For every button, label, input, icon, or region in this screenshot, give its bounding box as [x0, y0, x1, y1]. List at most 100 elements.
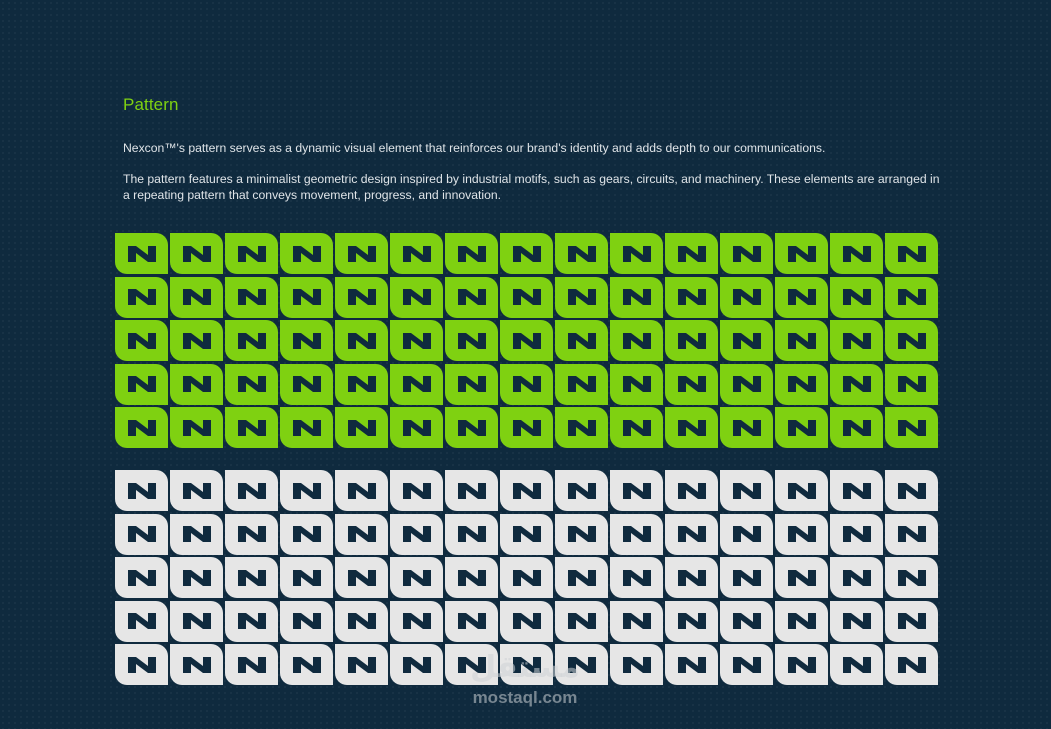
pattern-tile: [610, 557, 663, 598]
n-logo-icon: [787, 289, 816, 305]
n-logo-icon: [347, 482, 376, 499]
pattern-tile: [720, 407, 773, 448]
pattern-tile: [445, 513, 498, 555]
pattern-tile: [500, 363, 553, 405]
pattern-tile: [500, 276, 553, 318]
n-logo-icon: [622, 526, 651, 542]
n-logo-icon: [347, 376, 376, 392]
n-logo-icon: [237, 482, 266, 499]
pattern-tile: [115, 363, 168, 405]
n-logo-icon: [402, 245, 431, 262]
n-logo-icon: [457, 482, 486, 499]
pattern-tile: [720, 557, 773, 598]
pattern-tile: [610, 470, 663, 511]
pattern-tile: [775, 233, 828, 274]
n-logo-icon: [622, 419, 651, 436]
n-logo-icon: [842, 526, 871, 542]
n-logo-icon: [402, 613, 431, 629]
n-logo-icon: [237, 526, 266, 542]
pattern-tile: [555, 513, 608, 555]
pattern-tile: [280, 513, 333, 555]
n-logo-icon: [512, 482, 541, 499]
pattern-tile: [335, 363, 388, 405]
n-logo-icon: [897, 376, 926, 392]
pattern-tile: [610, 513, 663, 555]
pattern-tile: [445, 470, 498, 511]
n-logo-icon: [677, 526, 706, 542]
n-logo-icon: [842, 289, 871, 305]
section-title: Pattern: [123, 95, 179, 114]
pattern-tile: [115, 513, 168, 555]
pattern-tile: [390, 407, 443, 448]
n-logo-icon: [677, 245, 706, 262]
pattern-tile: [390, 600, 443, 642]
pattern-tile: [610, 233, 663, 274]
n-logo-icon: [622, 613, 651, 629]
pattern-tile: [280, 470, 333, 511]
pattern-tile: [885, 363, 938, 405]
n-logo-icon: [402, 569, 431, 586]
pattern-tile: [885, 276, 938, 318]
n-logo-icon: [127, 656, 156, 673]
pattern-tile: [665, 470, 718, 511]
n-logo-icon: [677, 569, 706, 586]
pattern-tile: [335, 407, 388, 448]
n-logo-icon: [402, 419, 431, 436]
pattern-tile: [610, 407, 663, 448]
n-logo-icon: [842, 482, 871, 499]
n-logo-icon: [787, 376, 816, 392]
n-logo-icon: [292, 656, 321, 673]
n-logo-icon: [127, 376, 156, 392]
n-logo-icon: [457, 376, 486, 392]
n-logo-icon: [842, 376, 871, 392]
pattern-tile: [720, 320, 773, 361]
n-logo-icon: [787, 332, 816, 349]
n-logo-icon: [567, 482, 596, 499]
pattern-tile: [115, 470, 168, 511]
pattern-tile: [280, 233, 333, 274]
pattern-tile: [500, 320, 553, 361]
pattern-tile: [555, 233, 608, 274]
n-logo-icon: [567, 613, 596, 629]
n-logo-icon: [292, 526, 321, 542]
n-logo-icon: [677, 613, 706, 629]
pattern-tile: [610, 320, 663, 361]
n-logo-icon: [732, 376, 761, 392]
n-logo-icon: [347, 656, 376, 673]
pattern-tile: [830, 320, 883, 361]
n-logo-icon: [677, 482, 706, 499]
pattern-tile: [555, 557, 608, 598]
n-logo-icon: [897, 332, 926, 349]
pattern-tile: [720, 644, 773, 685]
pattern-tile: [885, 233, 938, 274]
pattern-tile: [885, 470, 938, 511]
pattern-tile: [500, 233, 553, 274]
pattern-tile: [885, 644, 938, 685]
n-logo-icon: [127, 245, 156, 262]
n-logo-icon: [677, 376, 706, 392]
n-logo-icon: [347, 289, 376, 305]
pattern-tile: [610, 363, 663, 405]
pattern-tile: [335, 470, 388, 511]
pattern-tile: [720, 470, 773, 511]
pattern-tile: [775, 644, 828, 685]
n-logo-icon: [292, 332, 321, 349]
n-logo-icon: [622, 569, 651, 586]
n-logo-icon: [897, 245, 926, 262]
pattern-tile: [225, 233, 278, 274]
n-logo-icon: [182, 332, 211, 349]
pattern-tile: [555, 363, 608, 405]
n-logo-icon: [292, 482, 321, 499]
pattern-tile: [775, 407, 828, 448]
n-logo-icon: [347, 245, 376, 262]
pattern-tile: [335, 600, 388, 642]
n-logo-icon: [347, 419, 376, 436]
n-logo-icon: [402, 526, 431, 542]
n-logo-icon: [512, 526, 541, 542]
pattern-tile: [115, 600, 168, 642]
pattern-tile: [390, 644, 443, 685]
pattern-tile: [170, 557, 223, 598]
pattern-tile: [225, 600, 278, 642]
pattern-tile: [775, 470, 828, 511]
pattern-tile: [280, 320, 333, 361]
